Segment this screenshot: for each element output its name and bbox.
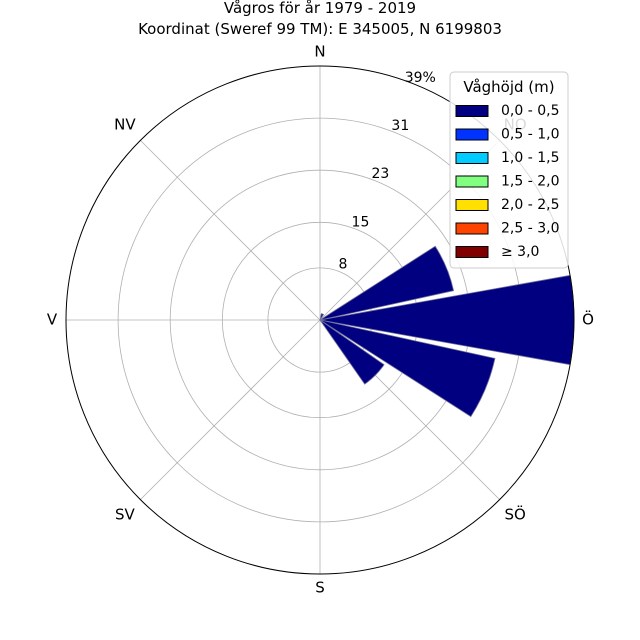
direction-label-N: N xyxy=(314,43,325,61)
legend: Våghöjd (m) 0,0 - 0,5 0,5 - 1,0 1,0 - 1,5 1,… xyxy=(449,71,569,269)
legend-swatch-5 xyxy=(455,199,489,211)
sector-bar-4 xyxy=(319,319,496,418)
legend-label-5: 2,0 - 2,5 xyxy=(501,197,559,213)
radial-tick-label-2: 15 xyxy=(352,214,370,230)
direction-label-S: S xyxy=(315,579,325,597)
sector-bar-2 xyxy=(319,245,455,321)
legend-label-4: 1,5 - 2,0 xyxy=(501,174,559,190)
grid-spoke-NV xyxy=(140,140,321,321)
direction-label-SÖ: SÖ xyxy=(504,505,525,524)
radial-tick-label-1: 8 xyxy=(339,256,348,272)
direction-label-SV: SV xyxy=(115,506,136,524)
legend-swatch-2 xyxy=(455,128,489,141)
grid-spoke-SV xyxy=(140,319,321,500)
legend-swatch-1 xyxy=(455,105,489,117)
direction-label-NV: NV xyxy=(114,115,136,133)
sector-bar-1 xyxy=(319,313,325,321)
chart-subtitle: Koordinat (Sweref 99 TM): E 345005, N 61… xyxy=(138,20,502,38)
legend-swatch-6 xyxy=(455,222,489,235)
outer-ring xyxy=(65,65,575,575)
legend-swatch-4 xyxy=(455,175,489,188)
legend-label-1: 0,0 - 0,5 xyxy=(501,103,559,119)
legend-title: Våghöjd (m) xyxy=(463,78,554,96)
sector-bar-5 xyxy=(319,319,385,385)
radial-tick-label-5: 39% xyxy=(405,70,436,86)
outer-circle xyxy=(65,65,575,575)
chart-title: Vågros för år 1979 - 2019 xyxy=(224,0,416,17)
radial-tick-label-4: 31 xyxy=(391,118,409,134)
legend-box xyxy=(449,71,569,269)
radial-tick-label-3: 23 xyxy=(371,166,389,182)
legend-label-7: ≥ 3,0 xyxy=(501,244,539,260)
legend-swatch-3 xyxy=(455,152,489,164)
direction-label-V: V xyxy=(47,311,58,329)
sector-bars xyxy=(319,245,575,418)
legend-label-6: 2,5 - 3,0 xyxy=(501,221,559,237)
direction-label-Ö: Ö xyxy=(582,310,594,329)
legend-swatch-7 xyxy=(455,246,489,258)
legend-label-3: 1,0 - 1,5 xyxy=(501,150,559,166)
legend-label-2: 0,5 - 1,0 xyxy=(501,127,559,143)
